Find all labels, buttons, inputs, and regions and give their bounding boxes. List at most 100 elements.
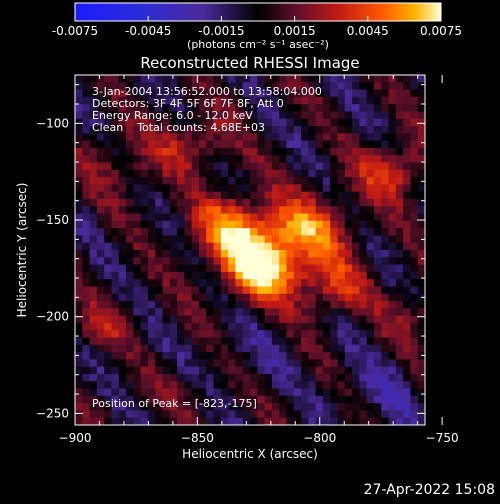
heatmap-cell: [104, 330, 112, 338]
heatmap-cell: [118, 206, 127, 215]
heatmap-cell: [169, 111, 178, 120]
heatmap-cell: [403, 286, 411, 295]
heatmap-cell: [147, 381, 156, 390]
heatmap-cell: [126, 322, 134, 331]
heatmap-cell: [213, 359, 222, 368]
heatmap-cell: [118, 366, 127, 375]
heatmap-cell: [75, 366, 83, 375]
heatmap-cell: [286, 169, 295, 178]
heatmap-cell: [286, 330, 295, 338]
heatmap-cell: [279, 264, 287, 273]
heatmap-cell: [220, 344, 229, 353]
heatmap-cell: [155, 279, 163, 287]
heatmap-cell: [198, 118, 207, 127]
heatmap-cell: [388, 111, 397, 120]
heatmap-cell: [388, 337, 397, 346]
heatmap-cell: [184, 169, 193, 178]
heatmap-cell: [228, 177, 236, 185]
heatmap-cell: [82, 410, 91, 419]
heatmap-cell: [366, 213, 375, 222]
heatmap-cell: [213, 177, 222, 185]
heatmap-cell: [104, 118, 112, 127]
heatmap-cell: [140, 133, 149, 142]
heatmap-cell: [279, 191, 287, 200]
heatmap-cell: [242, 279, 251, 287]
heatmap-cell: [322, 315, 331, 324]
heatmap-cell: [155, 417, 163, 426]
heatmap-cell: [220, 301, 229, 309]
heatmap-cell: [242, 337, 251, 346]
heatmap-cell: [184, 96, 193, 105]
heatmap-cell: [366, 75, 375, 83]
heatmap-cell: [301, 395, 309, 404]
heatmap-cell: [177, 89, 185, 98]
heatmap-cell: [257, 169, 266, 178]
y-tick-label: −150: [36, 213, 69, 227]
heatmap-cell: [271, 395, 280, 404]
heatmap-cell: [279, 286, 287, 295]
heatmap-cell: [286, 155, 295, 163]
heatmap-cell: [373, 279, 382, 287]
heatmap-cell: [373, 257, 382, 266]
heatmap-cell: [264, 198, 273, 207]
heatmap-cell: [184, 155, 193, 163]
heatmap-cell: [410, 242, 419, 251]
heatmap-cell: [330, 118, 338, 127]
heatmap-cell: [293, 344, 302, 353]
heatmap-cell: [198, 417, 207, 426]
heatmap-cell: [395, 89, 404, 98]
heatmap-cell: [184, 82, 193, 91]
heatmap-cell: [104, 191, 112, 200]
heatmap-cell: [315, 133, 324, 142]
heatmap-cell: [366, 191, 375, 200]
heatmap-cell: [147, 96, 156, 105]
heatmap-cell: [264, 220, 273, 229]
heatmap-cell: [271, 198, 280, 207]
heatmap-cell: [220, 279, 229, 287]
heatmap-cell: [75, 373, 83, 382]
heatmap-cell: [330, 162, 338, 171]
heatmap-cell: [235, 344, 244, 353]
heatmap-cell: [417, 344, 426, 353]
heatmap-cell: [82, 147, 91, 156]
heatmap-cell: [75, 279, 83, 287]
heatmap-cell: [352, 184, 360, 193]
heatmap-cell: [140, 388, 149, 397]
heatmap-cell: [82, 177, 91, 185]
heatmap-cell: [228, 403, 236, 411]
heatmap-cell: [89, 228, 98, 236]
heatmap-cell: [191, 89, 200, 98]
heatmap-cell: [213, 75, 222, 83]
heatmap-cell: [373, 301, 382, 309]
heatmap-cell: [213, 381, 222, 390]
heatmap-cell: [279, 257, 287, 266]
heatmap-cell: [279, 184, 287, 193]
heatmap-cell: [395, 337, 404, 346]
heatmap-cell: [417, 388, 426, 397]
heatmap-cell: [250, 220, 258, 229]
heatmap-cell: [286, 89, 295, 98]
heatmap-cell: [381, 213, 390, 222]
heatmap-cell: [191, 410, 200, 419]
heatmap-cell: [308, 279, 317, 287]
heatmap-cell: [271, 242, 280, 251]
heatmap-cell: [96, 111, 105, 120]
heatmap-cell: [126, 403, 134, 411]
heatmap-cell: [417, 213, 426, 222]
heatmap-cell: [410, 118, 419, 127]
heatmap-cell: [395, 395, 404, 404]
heatmap-cell: [322, 206, 331, 215]
heatmap-cell: [286, 191, 295, 200]
heatmap-cell: [184, 301, 193, 309]
heatmap-cell: [352, 250, 360, 258]
heatmap-cell: [344, 301, 353, 309]
heatmap-cell: [366, 359, 375, 368]
heatmap-cell: [352, 344, 360, 353]
heatmap-cell: [235, 147, 244, 156]
heatmap-cell: [198, 162, 207, 171]
heatmap-cell: [191, 213, 200, 222]
heatmap-cell: [301, 250, 309, 258]
heatmap-cell: [104, 177, 112, 185]
heatmap-cell: [250, 242, 258, 251]
heatmap-cell: [228, 250, 236, 258]
